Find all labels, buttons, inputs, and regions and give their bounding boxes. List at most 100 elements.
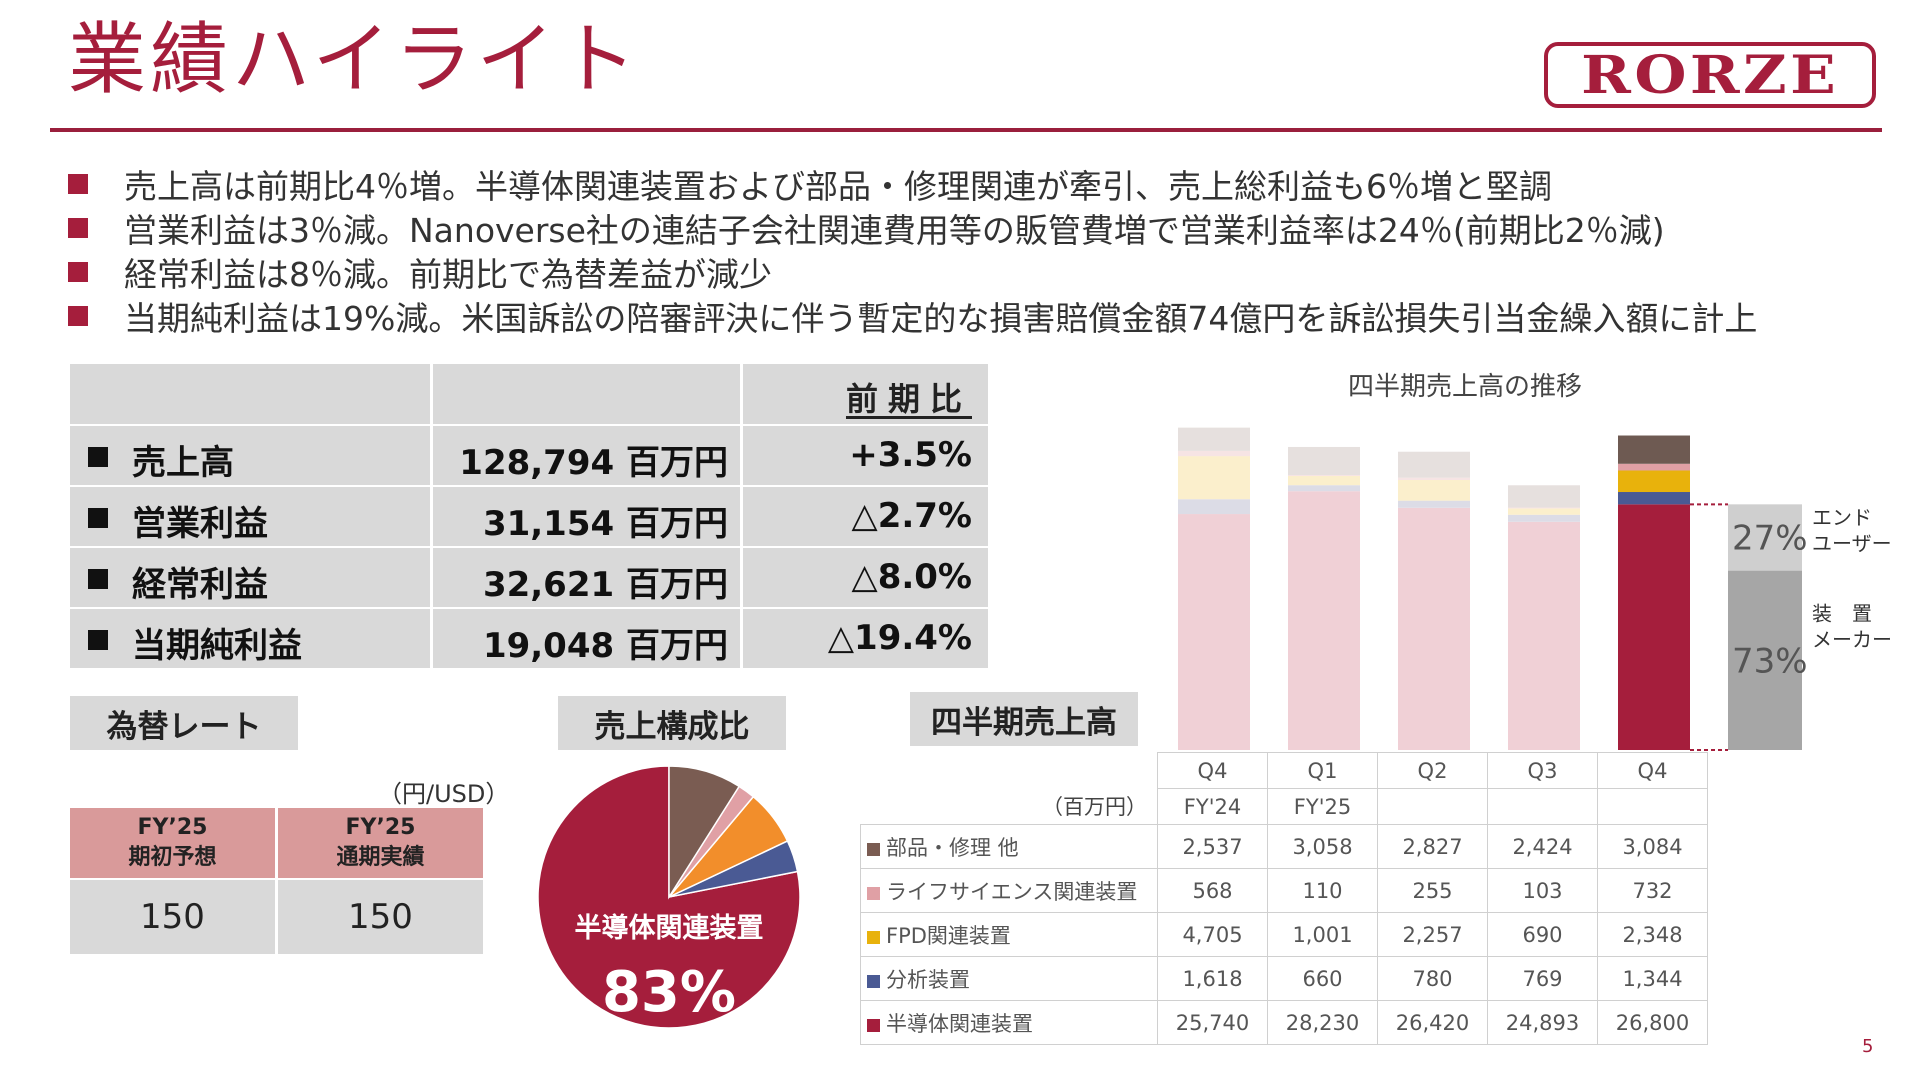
row-change: △19.4% xyxy=(827,618,972,658)
bar-segment xyxy=(1178,427,1250,451)
row-value: 31,154 百万円 xyxy=(482,504,728,544)
table-cell: 28,230 xyxy=(1267,1000,1378,1045)
table-cell: 732 xyxy=(1597,868,1708,913)
quarterly-sales-table: Q4 Q1 Q2 Q3 Q4 （百万円） FY'24 FY'25 部品・修理 他… xyxy=(860,752,1708,1045)
maker-label: メーカー xyxy=(1812,628,1892,652)
bar-segment xyxy=(1508,521,1580,750)
row-square-icon xyxy=(88,447,108,467)
bullet-square-icon xyxy=(68,174,88,194)
column-header: Q1 xyxy=(1267,752,1378,789)
row-category: ライフサイエンス関連装置 xyxy=(860,868,1158,913)
table-unit-label: （百万円） xyxy=(860,788,1158,825)
page-title: 業績ハイライト xyxy=(68,15,641,105)
table-row: 分析装置 1,618 660 780 769 1,344 xyxy=(860,956,1708,1001)
row-category: 分析装置 xyxy=(860,956,1158,1001)
logo-text: RORZE xyxy=(1581,44,1839,106)
fx-header-forecast: FY’25 期初予想 xyxy=(70,808,275,878)
table-row: 部品・修理 他 2,537 3,058 2,827 2,424 3,084 xyxy=(860,824,1708,869)
bar-segment xyxy=(1508,507,1580,509)
row-category: 半導体関連装置 xyxy=(860,1000,1158,1045)
column-header: Q4 xyxy=(1597,752,1708,789)
table-row: 営業利益 31,154 百万円 △2.7% xyxy=(70,486,988,547)
table-cell: 2,537 xyxy=(1157,824,1268,869)
fx-header-line: FY’25 xyxy=(137,815,208,841)
highlight-bullets: 売上高は前期比4％増。半導体関連装置および部品・修理関連が牽引、売上総利益も6％… xyxy=(68,162,1757,338)
bar-segment xyxy=(1398,451,1470,478)
fx-unit-label: （円/USD） xyxy=(378,780,510,808)
table-cell: 769 xyxy=(1487,956,1598,1001)
table-cell: 255 xyxy=(1377,868,1488,913)
enduser-share-bar xyxy=(1728,504,1802,571)
maker-percent: 73% xyxy=(1732,641,1808,681)
composition-tag: 売上構成比 xyxy=(558,696,786,750)
legend-swatch-icon xyxy=(867,842,880,856)
title-divider xyxy=(50,128,1882,132)
table-cell: 2,827 xyxy=(1377,824,1488,869)
row-value: 19,048 百万円 xyxy=(482,626,728,666)
row-category-label: 半導体関連装置 xyxy=(886,1011,1033,1036)
enduser-percent: 27% xyxy=(1732,518,1808,558)
column-subheader xyxy=(1377,788,1488,825)
fx-header-line: 通期実績 xyxy=(336,845,425,870)
row-category-label: FPD関連装置 xyxy=(886,923,1011,948)
fx-header-line: 期初予想 xyxy=(128,845,217,870)
table-cell: 4,705 xyxy=(1157,912,1268,957)
table-row: 当期純利益 19,048 百万円 △19.4% xyxy=(70,608,988,669)
bar-segment xyxy=(1288,446,1360,475)
bar-segment xyxy=(1288,485,1360,492)
bar-segment xyxy=(1178,450,1250,457)
bar-segment xyxy=(1508,514,1580,522)
table-cell: 2,348 xyxy=(1597,912,1708,957)
fx-rate-table: FY’25 期初予想 FY’25 通期実績 150 150 xyxy=(70,808,484,954)
row-category-label: 分析装置 xyxy=(886,967,970,992)
bullet-square-icon xyxy=(68,218,88,238)
bar-segment xyxy=(1618,492,1690,505)
row-category: 部品・修理 他 xyxy=(860,824,1158,869)
column-divider xyxy=(740,364,743,668)
table-cell: 1,344 xyxy=(1597,956,1708,1001)
bar-segment xyxy=(1618,435,1690,464)
row-change: △2.7% xyxy=(851,496,972,536)
table-cell: 2,424 xyxy=(1487,824,1598,869)
row-label: 売上高 xyxy=(132,443,234,483)
fx-header-actual: FY’25 通期実績 xyxy=(278,808,483,878)
column-subheader: FY'25 xyxy=(1267,788,1378,825)
bar-segment xyxy=(1398,507,1470,750)
sales-composition-pie-chart xyxy=(537,765,801,1029)
column-divider xyxy=(430,364,433,668)
bar-segment xyxy=(1618,504,1690,750)
bullet-item: 売上高は前期比4％増。半導体関連装置および部品・修理関連が牽引、売上総利益も6％… xyxy=(68,162,1757,206)
table-row: ライフサイエンス関連装置 568 110 255 103 732 xyxy=(860,868,1708,913)
pie-slice xyxy=(668,765,741,900)
bar-segment xyxy=(1618,470,1690,493)
fx-header-line: FY’25 xyxy=(345,815,416,841)
legend-swatch-icon xyxy=(867,886,880,900)
enduser-label: エンド xyxy=(1812,505,1872,529)
table-cell: 2,257 xyxy=(1377,912,1488,957)
bar-segment xyxy=(1178,456,1250,500)
column-header: Q4 xyxy=(1157,752,1268,789)
row-square-icon xyxy=(88,630,108,650)
bar-segment xyxy=(1288,475,1360,486)
bar-segment xyxy=(1508,508,1580,515)
row-category: FPD関連装置 xyxy=(860,912,1158,957)
table-cell: 1,001 xyxy=(1267,912,1378,957)
row-change: +3.5% xyxy=(849,435,972,475)
table-row: 半導体関連装置 25,740 28,230 26,420 24,893 26,8… xyxy=(860,1000,1708,1045)
table-row: 経常利益 32,621 百万円 △8.0% xyxy=(70,547,988,608)
bullet-text: 売上高は前期比4％増。半導体関連装置および部品・修理関連が牽引、売上総利益も6％… xyxy=(124,167,1552,206)
bar-segment xyxy=(1618,463,1690,471)
table-cell: 780 xyxy=(1377,956,1488,1001)
table-cell: 660 xyxy=(1267,956,1378,1001)
table-cell: 568 xyxy=(1157,868,1268,913)
row-divider xyxy=(70,424,988,426)
table-row: 売上高 128,794 百万円 +3.5% xyxy=(70,425,988,486)
bullet-text: 経常利益は8％減。前期比で為替差益が減少 xyxy=(124,255,772,294)
row-category-label: ライフサイエンス関連装置 xyxy=(886,879,1138,904)
results-summary-table: 前期比 売上高 128,794 百万円 +3.5% 営業利益 31,154 百万… xyxy=(70,364,988,668)
bar-segment xyxy=(1288,491,1360,750)
bullet-item: 当期純利益は19%減。米国訴訟の陪審評決に伴う暫定的な損害賠償金額74億円を訴訟… xyxy=(68,294,1757,338)
legend-swatch-icon xyxy=(867,974,880,988)
fx-value-actual: 150 xyxy=(278,880,483,954)
row-value: 32,621 百万円 xyxy=(482,565,728,605)
